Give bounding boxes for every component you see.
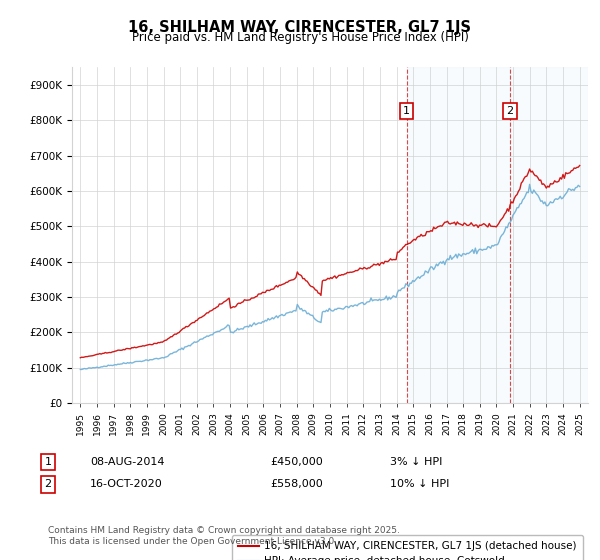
Text: 1: 1 [403,106,410,116]
Text: Price paid vs. HM Land Registry's House Price Index (HPI): Price paid vs. HM Land Registry's House … [131,31,469,44]
Text: £450,000: £450,000 [270,457,323,467]
Text: 16, SHILHAM WAY, CIRENCESTER, GL7 1JS: 16, SHILHAM WAY, CIRENCESTER, GL7 1JS [128,20,472,35]
Text: 10% ↓ HPI: 10% ↓ HPI [390,479,449,489]
Text: 3% ↓ HPI: 3% ↓ HPI [390,457,442,467]
Text: Contains HM Land Registry data © Crown copyright and database right 2025.
This d: Contains HM Land Registry data © Crown c… [48,526,400,546]
Text: 2: 2 [506,106,514,116]
Bar [407,67,510,403]
Bar [510,67,588,403]
Legend: 16, SHILHAM WAY, CIRENCESTER, GL7 1JS (detached house), HPI: Average price, deta: 16, SHILHAM WAY, CIRENCESTER, GL7 1JS (d… [232,535,583,560]
Text: 16-OCT-2020: 16-OCT-2020 [90,479,163,489]
Text: 2: 2 [44,479,52,489]
Text: £558,000: £558,000 [270,479,323,489]
Text: 08-AUG-2014: 08-AUG-2014 [90,457,164,467]
Text: 1: 1 [44,457,52,467]
